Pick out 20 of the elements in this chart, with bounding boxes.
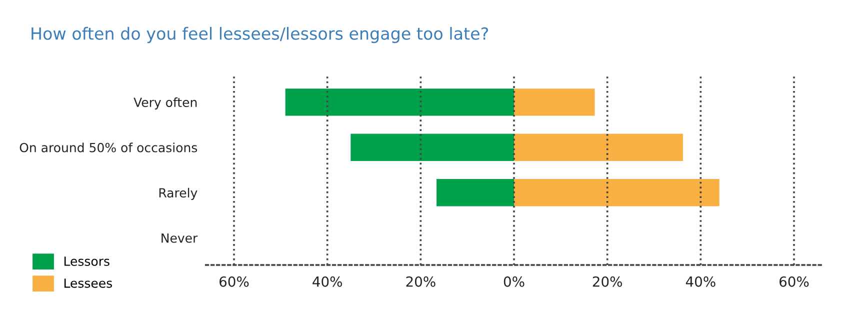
y-tick-label: Rarely [159, 188, 198, 200]
y-tick-label: On around 50% of occasions [20, 142, 198, 152]
chart-title: How often do you feel lessees/lessors engage too late? [32, 26, 488, 44]
y-tick-label: Very often [134, 97, 197, 110]
bar [285, 88, 514, 116]
bar [436, 179, 514, 206]
bar [514, 179, 720, 206]
legend-label: Lessors [64, 256, 110, 266]
bar [514, 88, 595, 116]
bar [514, 134, 683, 161]
x-tick-label: 40% [312, 276, 342, 287]
y-tick-label: Never [162, 233, 198, 243]
x-tick-label: 60% [220, 276, 249, 287]
x-tick-label: 40% [686, 276, 716, 287]
x-tick-label: 0% [504, 276, 524, 287]
bar [350, 134, 514, 161]
x-tick-label: 20% [406, 276, 436, 287]
x-tick-label: 60% [780, 276, 809, 287]
x-tick-label: 20% [592, 276, 622, 287]
legend-label: Lessees [64, 278, 112, 288]
